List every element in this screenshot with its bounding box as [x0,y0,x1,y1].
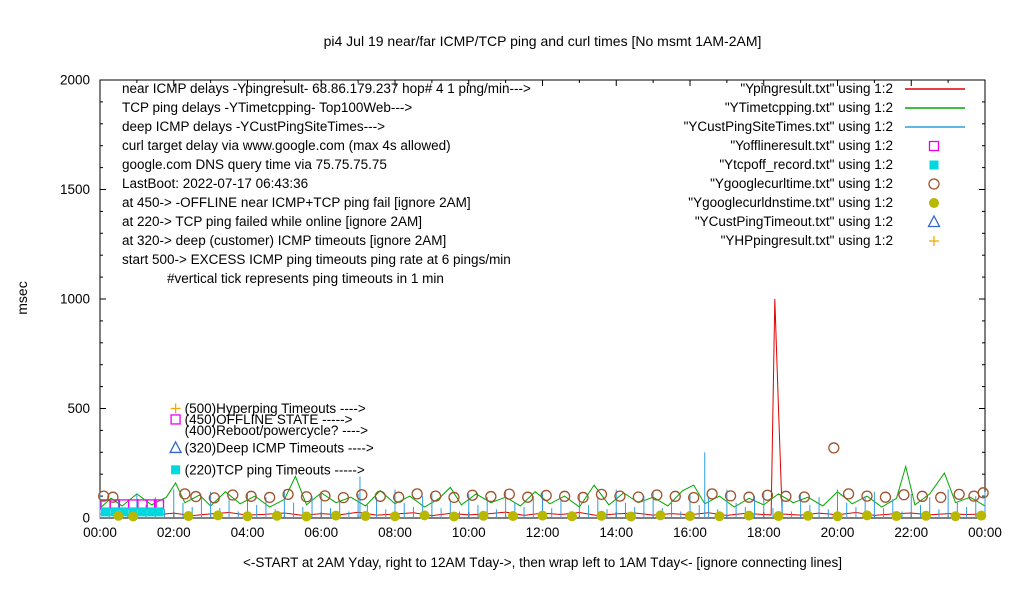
svg-text:"Ygooglecurldnstime.txt" using: "Ygooglecurldnstime.txt" using 1:2 [688,195,893,210]
svg-text:0: 0 [82,511,90,526]
svg-text:"YCustPingSiteTimes.txt" using: "YCustPingSiteTimes.txt" using 1:2 [684,119,893,134]
svg-text:16:00: 16:00 [673,525,707,540]
svg-text:"Ypingresult.txt" using 1:2: "Ypingresult.txt" using 1:2 [740,81,893,96]
svg-text:LastBoot: 2022-07-17 06:43:36: LastBoot: 2022-07-17 06:43:36 [122,176,308,191]
svg-text:"Yofflineresult.txt" using 1:2: "Yofflineresult.txt" using 1:2 [730,138,893,153]
legend-entry: "YHPpingresult.txt" using 1:2 [721,233,939,248]
svg-text:at 450-> -OFFLINE near ICMP+TC: at 450-> -OFFLINE near ICMP+TCP ping fai… [122,195,471,210]
svg-text:deep ICMP delays -YCustPingSit: deep ICMP delays -YCustPingSiteTimes---> [122,119,385,134]
svg-text:00:00: 00:00 [968,525,1002,540]
svg-text:"YCustPingTimeout.txt" using 1: "YCustPingTimeout.txt" using 1:2 [695,214,893,229]
svg-text:10:00: 10:00 [452,525,486,540]
svg-text:at 320-> deep (customer) ICMP: at 320-> deep (customer) ICMP timeouts [… [122,233,446,248]
svg-text:02:00: 02:00 [157,525,191,540]
svg-text:08:00: 08:00 [378,525,412,540]
legend-entry: "YTimetcpping.txt" using 1:2 [725,100,965,115]
svg-text:(450)OFFLINE STATE ----->: (450)OFFLINE STATE -----> [185,412,353,427]
svg-text:google.com DNS query time via: google.com DNS query time via 75.75.75.7… [122,157,387,172]
svg-text:00:00: 00:00 [83,525,117,540]
svg-text:20:00: 20:00 [821,525,855,540]
legend-entry: "Yofflineresult.txt" using 1:2 [730,138,940,153]
svg-text:"YTimetcpping.txt" using 1:2: "YTimetcpping.txt" using 1:2 [725,100,893,115]
svg-text:(220)TCP ping Timeouts ----->: (220)TCP ping Timeouts -----> [185,462,365,477]
svg-text:22:00: 22:00 [894,525,928,540]
axis-ticks: 00:00 02:00 04:00 06:00 08:00 10:00 12:00 14:00… [60,73,1002,541]
legend-entry: "Ypingresult.txt" using 1:2 [740,81,965,96]
svg-text:14:00: 14:00 [599,525,633,540]
svg-text:04:00: 04:00 [231,525,265,540]
chart-title: pi4 Jul 19 near/far ICMP/TCP ping and cu… [323,33,762,49]
annotations: (500)Hyperping Timeouts ---->(450)OFFLIN… [169,401,374,477]
svg-text:500: 500 [67,401,90,416]
svg-text:12:00: 12:00 [526,525,560,540]
series-YCustPingSiteTimes [99,452,986,518]
svg-text:"Ytcpoff_record.txt" using 1:2: "Ytcpoff_record.txt" using 1:2 [719,157,893,172]
legend-entry: "Ytcpoff_record.txt" using 1:2 [719,157,939,172]
svg-text:TCP ping delays -YTimetcpping-: TCP ping delays -YTimetcpping- Top100Web… [122,100,412,115]
legend-entry: "YCustPingSiteTimes.txt" using 1:2 [684,119,965,134]
svg-text:at 220-> TCP ping failed while: at 220-> TCP ping failed while online [i… [122,214,422,229]
svg-text:#vertical tick represents ping: #vertical tick represents ping timeouts … [167,271,444,286]
svg-text:near ICMP delays -Ypingresult-: near ICMP delays -Ypingresult- 68.86.179… [122,81,531,96]
legend: "Ypingresult.txt" using 1:2 "YTimetcpping… [684,81,965,248]
notes: near ICMP delays -Ypingresult- 68.86.179… [122,81,531,286]
legend-entry: "YCustPingTimeout.txt" using 1:2 [695,214,941,229]
svg-text:"Ygooglecurltime.txt" using 1:: "Ygooglecurltime.txt" using 1:2 [710,176,893,191]
svg-text:"YHPpingresult.txt" using 1:2: "YHPpingresult.txt" using 1:2 [721,233,893,248]
x-axis-label: <-START at 2AM Yday, right to 12AM Tday-… [243,555,842,570]
svg-text:18:00: 18:00 [747,525,781,540]
svg-text:1500: 1500 [60,182,90,197]
legend-entry: "Ygooglecurldnstime.txt" using 1:2 [688,195,939,210]
svg-text:curl target delay via www.goog: curl target delay via www.google.com (ma… [122,138,451,153]
series-Ygooglecurltime [98,442,989,504]
svg-text:(500)Hyperping Timeouts ---->: (500)Hyperping Timeouts ----> [185,401,366,416]
svg-text:2000: 2000 [60,73,90,88]
svg-text:start 500-> EXCESS ICMP ping t: start 500-> EXCESS ICMP ping timeouts pi… [122,252,511,267]
series-Ygooglecurldnstime [113,510,987,522]
svg-text:(400)Reboot/powercycle? ---->: (400)Reboot/powercycle? ----> [185,423,369,438]
svg-text:06:00: 06:00 [304,525,338,540]
svg-text:(320)Deep ICMP Timeouts ---->: (320)Deep ICMP Timeouts ----> [185,440,374,455]
svg-text:1000: 1000 [60,292,90,307]
legend-entry: "Ygooglecurltime.txt" using 1:2 [710,176,940,191]
